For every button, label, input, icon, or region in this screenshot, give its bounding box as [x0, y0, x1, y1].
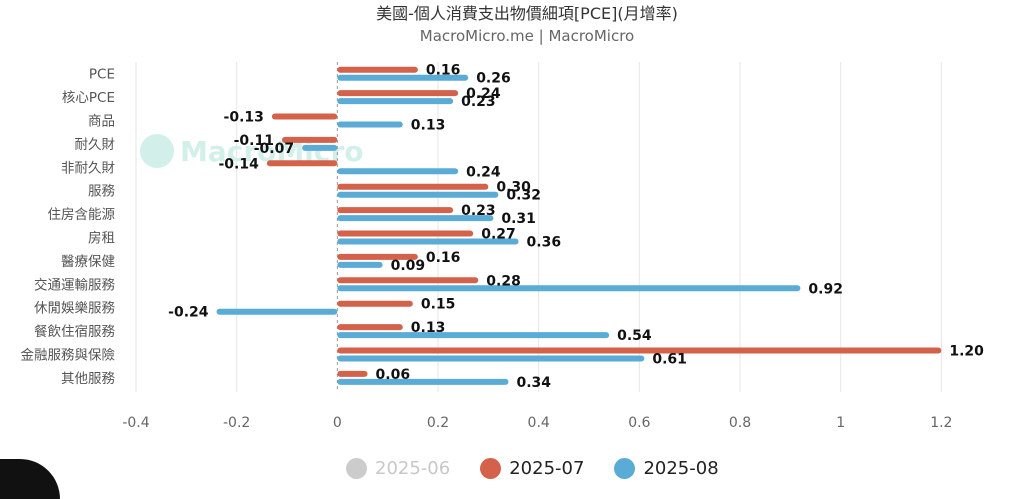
bar-2025-07[interactable]: [337, 324, 403, 331]
bar-chart: 0.16 0.260.240.23-0.13 0.13-0.11-0.07-0.14…: [21, 62, 984, 431]
x-tick-label: 0: [333, 415, 342, 431]
data-label: 0.09: [391, 258, 426, 274]
category-label: 核心PCE: [62, 90, 115, 106]
x-axis-ticks: -0.4-0.200.20.40.60.811.21.: [122, 415, 952, 431]
data-label: 0.13: [411, 320, 446, 336]
bar-2025-08[interactable]: [337, 238, 519, 245]
x-tick-label: 0.6: [628, 415, 650, 431]
bar-2025-07[interactable]: [337, 90, 459, 97]
bar-2025-08[interactable]: [337, 332, 610, 339]
macromicro-logo-icon: [140, 134, 174, 168]
bar-2025-08[interactable]: [337, 191, 499, 198]
category-label: 商品: [88, 114, 115, 130]
x-tick-label: -0.4: [122, 415, 149, 431]
bar-2025-07[interactable]: [337, 370, 368, 377]
category-label: 交通運輸服務: [34, 276, 115, 293]
bar-2025-08[interactable]: [337, 74, 469, 81]
legend-item-2025-08[interactable]: 2025-08: [614, 458, 719, 479]
data-label: -0.24: [168, 305, 209, 321]
data-label: 0.61: [652, 352, 687, 368]
x-tick-label: 0.8: [729, 415, 751, 431]
data-label: -0.13: [224, 110, 264, 126]
legend-label: 2025-08: [643, 458, 719, 479]
bar-2025-08[interactable]: [337, 261, 383, 268]
bars: [216, 66, 942, 385]
bar-2025-07[interactable]: [337, 207, 454, 214]
x-tick-label: 0.2: [427, 415, 449, 431]
data-label: 0.92: [808, 281, 843, 297]
data-label: -0.14: [219, 156, 260, 172]
data-label: 0.23: [461, 94, 496, 110]
category-label: 醫療保健: [61, 253, 115, 270]
data-label: 0.16: [426, 250, 461, 266]
x-tick-label: 0.4: [528, 415, 550, 431]
grid-lines: [135, 62, 942, 392]
data-label: 0.28: [486, 273, 521, 289]
data-label: 0.06: [376, 367, 411, 383]
data-label: 0.34: [516, 375, 551, 391]
bar-2025-08[interactable]: [337, 378, 509, 385]
bar-2025-07[interactable]: [337, 253, 418, 260]
chart-subtitle: MacroMicro.me | MacroMicro: [419, 27, 635, 45]
x-tick-label: 1: [836, 415, 845, 431]
data-label: 0.31: [501, 211, 536, 227]
bar-2025-07[interactable]: [337, 300, 413, 307]
data-label: 0.26: [476, 71, 511, 87]
data-label: 0.32: [506, 188, 541, 204]
bar-2025-07[interactable]: [337, 66, 418, 73]
legend-dot-icon: [480, 458, 502, 479]
data-label: 0.27: [481, 227, 516, 243]
category-label: 住房含能源: [48, 207, 116, 223]
data-label: 0.30: [496, 180, 531, 196]
data-label: 0.36: [527, 235, 562, 251]
legend-item-2025-07[interactable]: 2025-07: [480, 458, 584, 479]
bar-2025-08[interactable]: [337, 168, 459, 175]
data-label: 0.54: [617, 328, 652, 344]
bar-2025-07[interactable]: [337, 277, 479, 284]
data-label: -0.11: [234, 133, 274, 149]
data-label: 0.15: [421, 297, 456, 313]
legend-dot-icon: [614, 458, 636, 479]
screen-corner: [0, 459, 60, 499]
legend-dot-icon: [346, 458, 367, 479]
bar-2025-08[interactable]: [337, 98, 454, 105]
category-label: 餐飲住宿服務: [34, 323, 115, 340]
category-label: PCE: [89, 67, 115, 83]
category-label: 休閒娛樂服務: [34, 300, 115, 317]
x-tick-label: -0.2: [223, 415, 250, 431]
category-label: 其他服務: [61, 371, 115, 387]
bar-2025-07[interactable]: [337, 183, 489, 190]
category-label: 非耐久財: [61, 160, 115, 176]
category-label: 金融服務與保險: [21, 348, 116, 364]
data-label: 1.20: [949, 344, 984, 360]
data-label: 0.23: [461, 203, 496, 219]
data-label: 0.13: [411, 118, 446, 134]
bar-2025-08[interactable]: [337, 215, 494, 222]
value-labels: 0.16 0.260.240.23-0.13 0.13-0.11-0.07-0.14…: [168, 63, 984, 391]
data-label: 0.24: [466, 86, 501, 102]
legend-label: 2025-06: [375, 458, 451, 479]
bar-2025-07[interactable]: [337, 347, 942, 354]
bar-2025-07[interactable]: [271, 113, 338, 120]
category-label: 服務: [88, 184, 115, 200]
data-label: 0.24: [466, 164, 501, 180]
category-label: 房租: [88, 231, 115, 247]
bar-2025-08[interactable]: [337, 121, 403, 128]
x-tick-label: 1.2: [930, 415, 952, 431]
chart-title: 美國-個人消費支出物價細項[PCE](月增率): [376, 4, 678, 23]
bar-2025-07[interactable]: [337, 230, 474, 237]
category-label: 耐久財: [75, 137, 116, 153]
legend: 2025-06 2025-07 2025-08: [346, 458, 749, 479]
category-labels: PCE 核心PCE 商品耐久財非耐久財服務住房含能源房租醫療保健交通運輸服務休閒娛樂…: [21, 67, 116, 387]
legend-label: 2025-07: [509, 458, 585, 479]
bar-2025-08[interactable]: [337, 285, 801, 292]
bar-2025-08[interactable]: [216, 308, 338, 315]
legend-item-2025-06[interactable]: 2025-06: [346, 458, 450, 479]
bar-2025-08[interactable]: [337, 355, 645, 362]
bar-2025-07[interactable]: [266, 160, 338, 167]
bar-2025-08[interactable]: [302, 144, 338, 151]
bar-2025-07[interactable]: [281, 136, 338, 143]
data-label: -0.07: [254, 141, 294, 157]
data-label: 0.16: [426, 63, 461, 79]
